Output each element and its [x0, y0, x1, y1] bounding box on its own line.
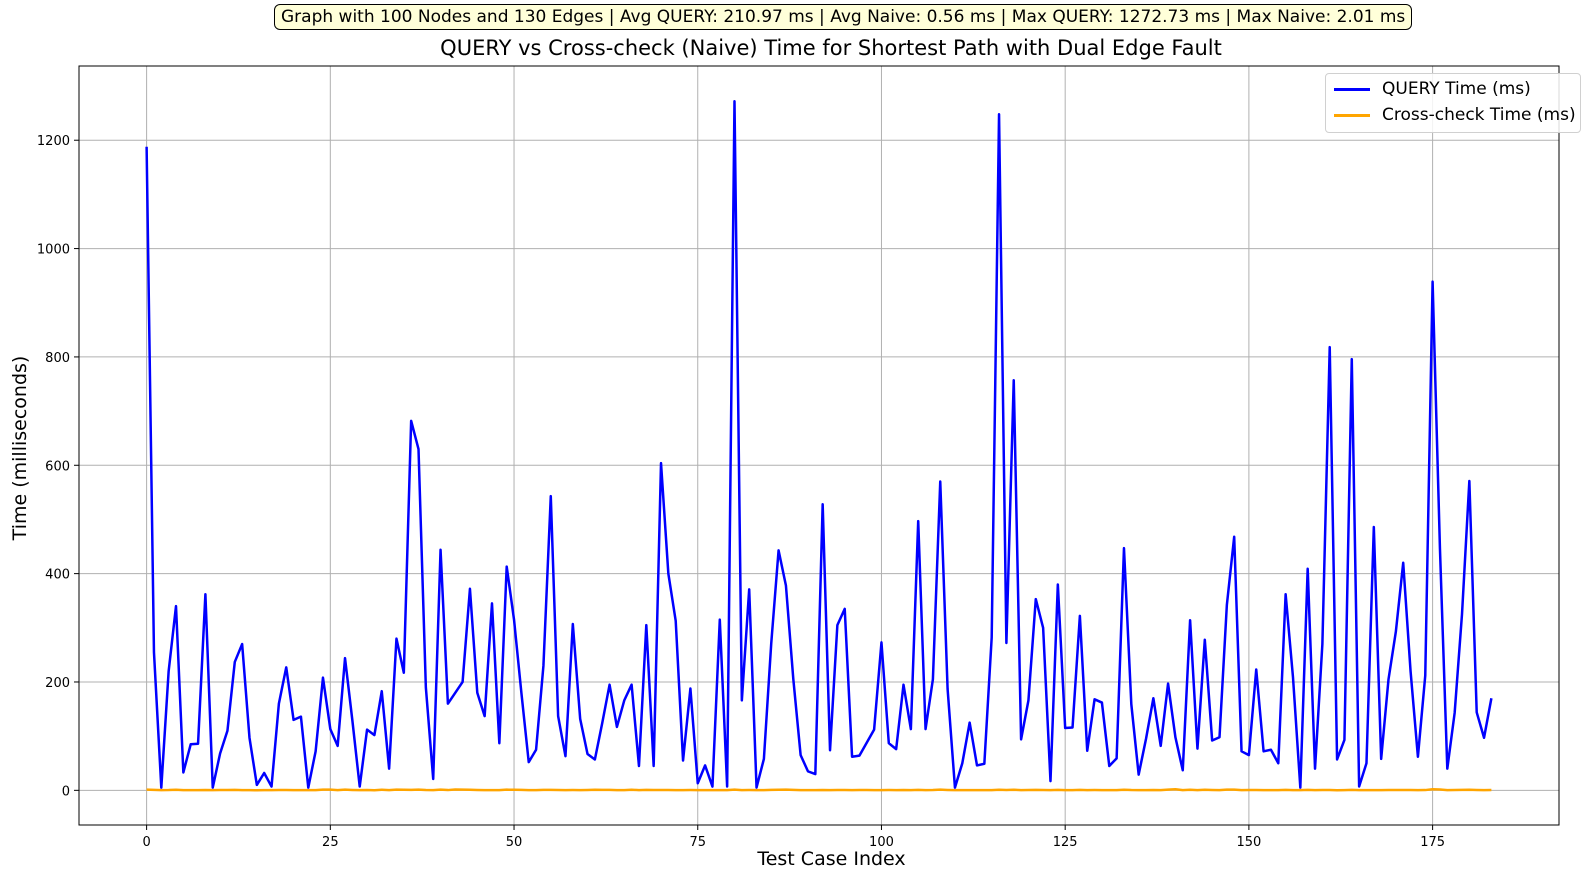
legend-swatch-query [1334, 87, 1370, 91]
legend-item-crosscheck: Cross-check Time (ms) [1334, 103, 1576, 127]
x-tick-label: 50 [506, 835, 523, 850]
x-tick-label: 75 [689, 835, 706, 850]
y-tick-label: 1000 [37, 243, 70, 258]
legend: QUERY Time (ms) Cross-check Time (ms) [1325, 73, 1581, 133]
x-tick-label: 125 [1053, 835, 1078, 850]
legend-label-query: QUERY Time (ms) [1382, 79, 1531, 99]
summary-info-box: Graph with 100 Nodes and 130 Edges | Avg… [274, 4, 1413, 30]
x-tick-label: 0 [142, 835, 150, 850]
plot-border [78, 65, 1560, 826]
legend-swatch-crosscheck [1334, 113, 1370, 117]
y-tick-label: 200 [45, 676, 70, 691]
x-tick-label: 100 [869, 835, 894, 850]
y-tick-label: 0 [62, 784, 70, 799]
legend-label-crosscheck: Cross-check Time (ms) [1382, 105, 1576, 125]
chart-title: QUERY vs Cross-check (Naive) Time for Sh… [440, 36, 1222, 60]
y-tick-label: 800 [45, 351, 70, 366]
legend-item-query: QUERY Time (ms) [1334, 77, 1531, 101]
series-line-query [145, 99, 1493, 789]
x-tick-label: 25 [322, 835, 339, 850]
y-tick-label: 600 [45, 459, 70, 474]
series-line-crosscheck [146, 787, 1492, 792]
x-tick-label: 175 [1420, 835, 1445, 850]
x-axis-label: Test Case Index [757, 848, 906, 870]
series-lines [145, 99, 1493, 792]
axis-ticks: 0 25 50 75 100 125 150 175 0 200 400 600 800 1000 1200 [37, 134, 1445, 850]
y-tick-label: 400 [45, 568, 70, 583]
y-axis-label: Time (milliseconds) [9, 355, 31, 541]
y-tick-label: 1200 [37, 134, 70, 149]
x-tick-label: 150 [1236, 835, 1261, 850]
